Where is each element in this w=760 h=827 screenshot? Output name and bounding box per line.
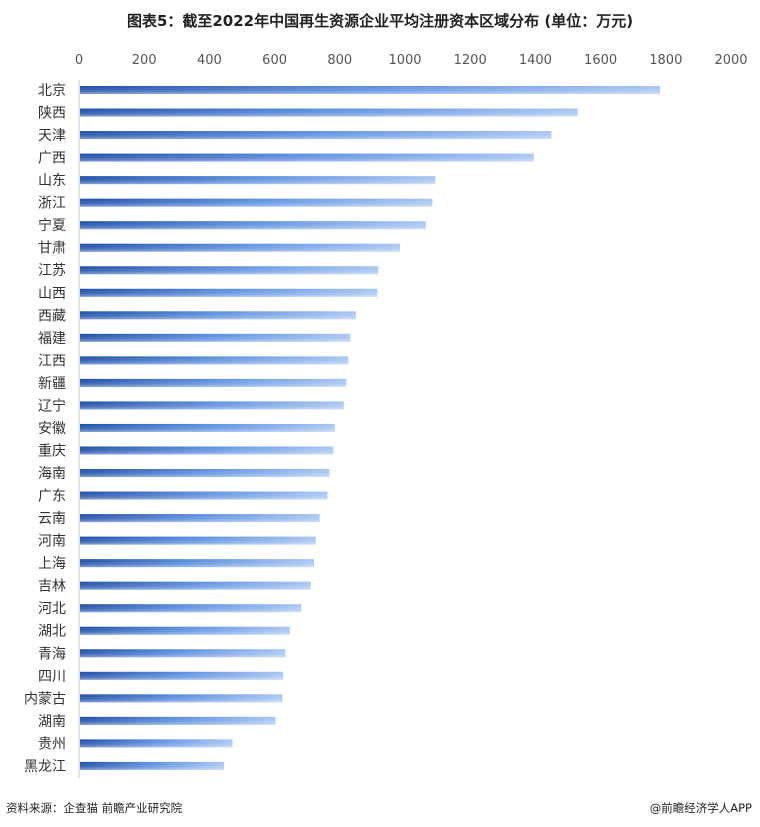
category-label: 新疆 xyxy=(38,376,66,392)
category-label: 福建 xyxy=(38,331,66,347)
bar-shade xyxy=(80,198,433,207)
bar-shade xyxy=(80,333,351,342)
bar-shade xyxy=(80,356,349,365)
category-label: 天津 xyxy=(38,128,66,144)
category-label: 海南 xyxy=(38,466,66,482)
category-label: 贵州 xyxy=(38,736,66,752)
category-label: 西藏 xyxy=(38,308,66,324)
source-note: 资料来源：企查猫 前瞻产业研究院 xyxy=(6,801,183,815)
bar-shade xyxy=(80,671,284,680)
bar-shade xyxy=(80,221,426,230)
category-label: 广西 xyxy=(38,151,66,167)
category-label: 北京 xyxy=(38,83,66,99)
category-label: 河南 xyxy=(38,534,66,550)
bar-shade xyxy=(80,131,552,140)
x-tick-label: 200 xyxy=(132,53,157,68)
category-label: 上海 xyxy=(38,556,66,572)
bar-shade xyxy=(80,716,276,725)
bar-shade xyxy=(80,446,334,455)
bar-shade xyxy=(80,108,578,117)
bar-shade xyxy=(80,86,660,94)
bar-shade xyxy=(80,378,347,387)
category-label: 江西 xyxy=(38,353,66,369)
category-label: 陕西 xyxy=(38,106,66,122)
bar-shade xyxy=(80,401,344,410)
x-tick-label: 1200 xyxy=(454,53,487,68)
category-label: 湖南 xyxy=(38,714,66,730)
bar-shade xyxy=(80,311,356,320)
bar-shade xyxy=(80,739,233,748)
bar-shade xyxy=(80,604,302,613)
x-tick-label: 1600 xyxy=(584,53,617,68)
category-label: 黑龙江 xyxy=(24,759,66,775)
bar-shade xyxy=(80,469,330,478)
bar-shade xyxy=(80,626,290,635)
x-tick-label: 0 xyxy=(75,53,83,68)
category-label: 广东 xyxy=(38,489,66,505)
category-label: 四川 xyxy=(38,669,66,685)
x-tick-label: 600 xyxy=(262,53,287,68)
category-label: 浙江 xyxy=(38,196,66,212)
bar-shade xyxy=(80,243,401,252)
bar-shade xyxy=(80,423,335,432)
category-label: 山西 xyxy=(38,286,66,302)
credit-note: @前瞻经济学人APP xyxy=(649,801,752,815)
x-tick-label: 400 xyxy=(197,53,222,68)
bar-shade xyxy=(80,536,316,545)
bar-shade xyxy=(80,694,283,703)
category-label: 甘肃 xyxy=(38,241,66,257)
category-label: 河北 xyxy=(38,601,66,617)
bar-shade xyxy=(80,761,225,770)
bar-shade xyxy=(80,266,379,275)
bar-shade xyxy=(80,153,534,162)
bar-shade xyxy=(80,288,378,297)
x-tick-label: 2000 xyxy=(714,53,747,68)
category-label: 山东 xyxy=(38,173,66,189)
category-label: 辽宁 xyxy=(38,397,66,414)
x-tick-label: 1000 xyxy=(388,53,421,68)
category-label: 内蒙古 xyxy=(24,691,66,707)
category-label: 安徽 xyxy=(38,421,66,437)
category-label: 云南 xyxy=(38,511,66,527)
chart-title: 图表5：截至2022年中国再生资源企业平均注册资本区域分布 (单位：万元) xyxy=(126,12,634,30)
x-tick-label: 1400 xyxy=(519,53,552,68)
bar-shade xyxy=(80,559,315,568)
category-label: 江苏 xyxy=(38,263,66,279)
category-label: 湖北 xyxy=(38,624,66,640)
category-label: 宁夏 xyxy=(38,217,66,234)
x-tick-label: 1800 xyxy=(649,53,682,68)
bar-shade xyxy=(80,649,286,658)
category-label: 吉林 xyxy=(38,579,66,595)
category-label: 重庆 xyxy=(38,443,66,459)
bar-shade xyxy=(80,514,320,523)
bar-shade xyxy=(80,581,311,590)
bar-shade xyxy=(80,176,436,185)
category-label: 青海 xyxy=(38,646,66,662)
x-tick-label: 800 xyxy=(327,53,352,68)
bar-shade xyxy=(80,491,328,500)
